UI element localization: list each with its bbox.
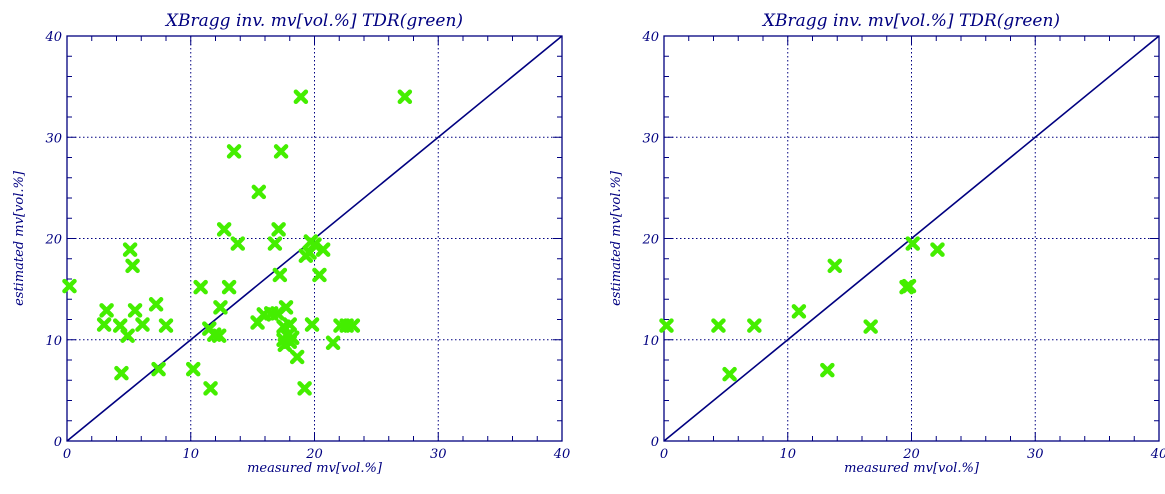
data-points [661,239,942,380]
chart-title: XBragg inv. mv[vol.%] TDR(green) [761,11,1060,31]
data-point [188,364,198,374]
data-point [116,368,126,378]
x-tick-label: 0 [660,447,668,462]
data-point [99,320,109,330]
data-point [400,92,410,102]
scatter-panel-left: 0 10 20 30 40 0 10 20 30 40 XBragg inv. mv[vol.%] … [12,11,570,476]
data-point [270,239,280,249]
data-point [822,365,832,375]
data-point [314,270,324,280]
y-tick-label: 0 [651,435,659,450]
data-point [137,320,147,330]
data-point [233,239,243,249]
data-point [713,321,723,331]
data-point [102,305,112,315]
data-point [229,146,239,156]
y-tick-label: 10 [642,334,659,349]
data-point [307,320,317,330]
data-point [151,299,161,309]
data-point [908,239,918,249]
y-tick-label: 40 [44,30,62,45]
data-point [130,305,140,315]
y-tick-label: 20 [44,233,62,248]
data-point [830,261,840,271]
data-point [296,92,306,102]
data-point [215,302,225,312]
x-tick-label: 40 [553,447,571,462]
data-point [196,282,206,292]
data-point [123,331,133,341]
data-point [275,270,285,280]
data-point [276,146,286,156]
y-tick-label: 30 [642,131,659,146]
data-point [125,245,135,255]
data-point [64,281,74,291]
y-tick-label: 0 [54,435,62,450]
data-point [661,321,671,331]
data-point [206,383,216,393]
data-point [292,352,302,362]
data-point [161,321,171,331]
data-point [794,306,804,316]
data-point [932,245,942,255]
data-point [749,321,759,331]
x-tick-label: 20 [305,447,323,462]
y-axis-label: estimated mv[vol.%] [609,170,624,306]
y-tick-label: 20 [641,233,659,248]
scatter-panel-right: 0 10 20 30 40 0 10 20 30 40 XBragg inv. mv[vol.%] … [609,11,1165,476]
x-tick-label: 30 [430,447,447,462]
x-tick-label: 0 [63,447,71,462]
data-point [866,322,876,332]
data-point [224,282,234,292]
x-tick-label: 10 [779,447,796,462]
y-tick-label: 40 [641,30,659,45]
x-tick-label: 10 [182,447,199,462]
data-point [128,261,138,271]
data-point [725,369,735,379]
y-tick-label: 30 [45,131,62,146]
x-axis-label: measured mv[vol.%] [247,461,383,476]
chart-title: XBragg inv. mv[vol.%] TDR(green) [164,11,463,31]
data-point [300,383,310,393]
x-axis-label: measured mv[vol.%] [844,461,980,476]
y-tick-label: 10 [45,334,62,349]
data-point [328,338,338,348]
data-point [274,224,284,234]
x-tick-label: 30 [1027,447,1044,462]
y-axis-label: estimated mv[vol.%] [12,170,27,306]
x-tick-label: 40 [1150,447,1165,462]
data-point [219,224,229,234]
data-point [254,187,264,197]
x-tick-label: 20 [902,447,920,462]
